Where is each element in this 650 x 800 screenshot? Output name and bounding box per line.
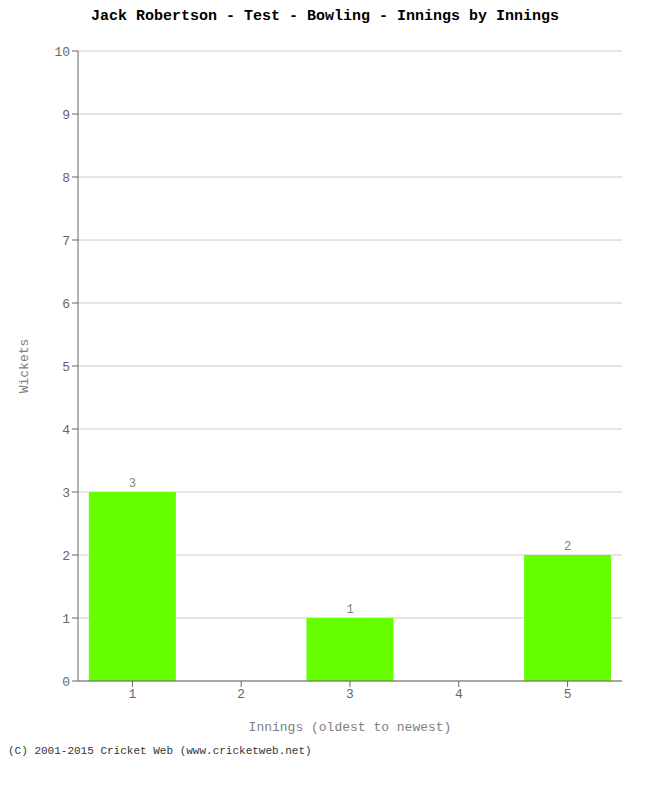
svg-text:1: 1 bbox=[346, 603, 353, 617]
svg-text:2: 2 bbox=[62, 549, 70, 564]
svg-text:5: 5 bbox=[564, 687, 572, 702]
svg-text:0: 0 bbox=[62, 675, 70, 690]
svg-text:Innings (oldest to newest): Innings (oldest to newest) bbox=[249, 720, 452, 735]
html-text:Jack Robertson - Test - Bowlin: Jack Robertson - Test - Bowling - Inning… bbox=[91, 8, 559, 25]
svg-text:4: 4 bbox=[455, 687, 463, 702]
html-text:(C) 2001-2015 Cricket Web (www: (C) 2001-2015 Cricket Web (www.cricketwe… bbox=[8, 745, 312, 757]
svg-text:10: 10 bbox=[54, 45, 70, 60]
svg-text:5: 5 bbox=[62, 360, 70, 375]
svg-text:Wickets: Wickets bbox=[17, 339, 32, 394]
svg-text:6: 6 bbox=[62, 297, 70, 312]
svg-text:1: 1 bbox=[62, 612, 70, 627]
svg-text:8: 8 bbox=[62, 171, 70, 186]
svg-text:2: 2 bbox=[237, 687, 245, 702]
svg-text:1: 1 bbox=[128, 687, 136, 702]
svg-text:3: 3 bbox=[346, 687, 354, 702]
svg-text:7: 7 bbox=[62, 234, 70, 249]
svg-text:4: 4 bbox=[62, 423, 70, 438]
svg-text:9: 9 bbox=[62, 108, 70, 123]
svg-text:3: 3 bbox=[129, 477, 136, 491]
svg-text:3: 3 bbox=[62, 486, 70, 501]
svg-text:2: 2 bbox=[564, 540, 571, 554]
